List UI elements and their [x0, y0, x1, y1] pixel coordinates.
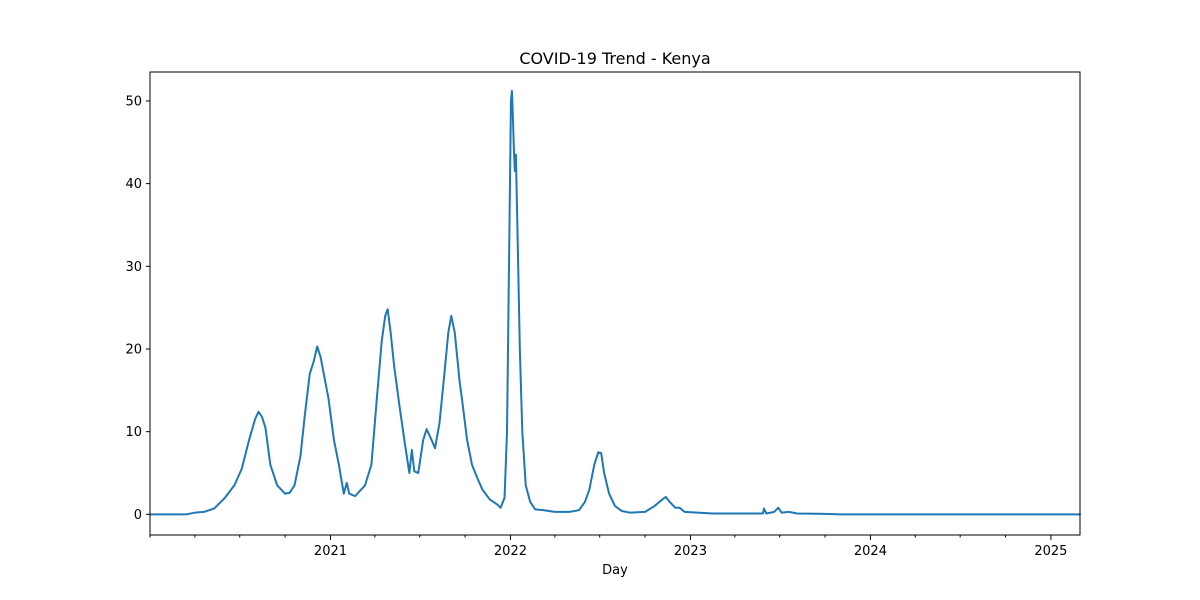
y-tick-label: 30 — [125, 260, 142, 275]
x-tick-label: 2023 — [674, 544, 707, 559]
x-tick-label: 2021 — [314, 544, 347, 559]
x-tick-label: 2025 — [1034, 544, 1067, 559]
x-axis-label: Day — [602, 563, 628, 578]
x-tick-label: 2024 — [854, 544, 887, 559]
plot-lines — [149, 90, 1081, 516]
y-axis: 0 10 20 30 40 50 — [125, 94, 150, 523]
y-tick-label: 20 — [125, 342, 142, 357]
y-tick-label: 40 — [125, 177, 142, 192]
chart-title: COVID-19 Trend - Kenya — [519, 49, 710, 68]
y-tick-label: 0 — [134, 508, 142, 523]
plot-frame — [149, 71, 1081, 536]
y-tick-label: 10 — [125, 425, 142, 440]
series-line — [149, 90, 1081, 516]
x-tick-label: 2022 — [494, 544, 527, 559]
x-axis: 2021 2022 2023 2024 2025 — [149, 535, 1067, 559]
y-tick-label: 50 — [125, 94, 142, 109]
